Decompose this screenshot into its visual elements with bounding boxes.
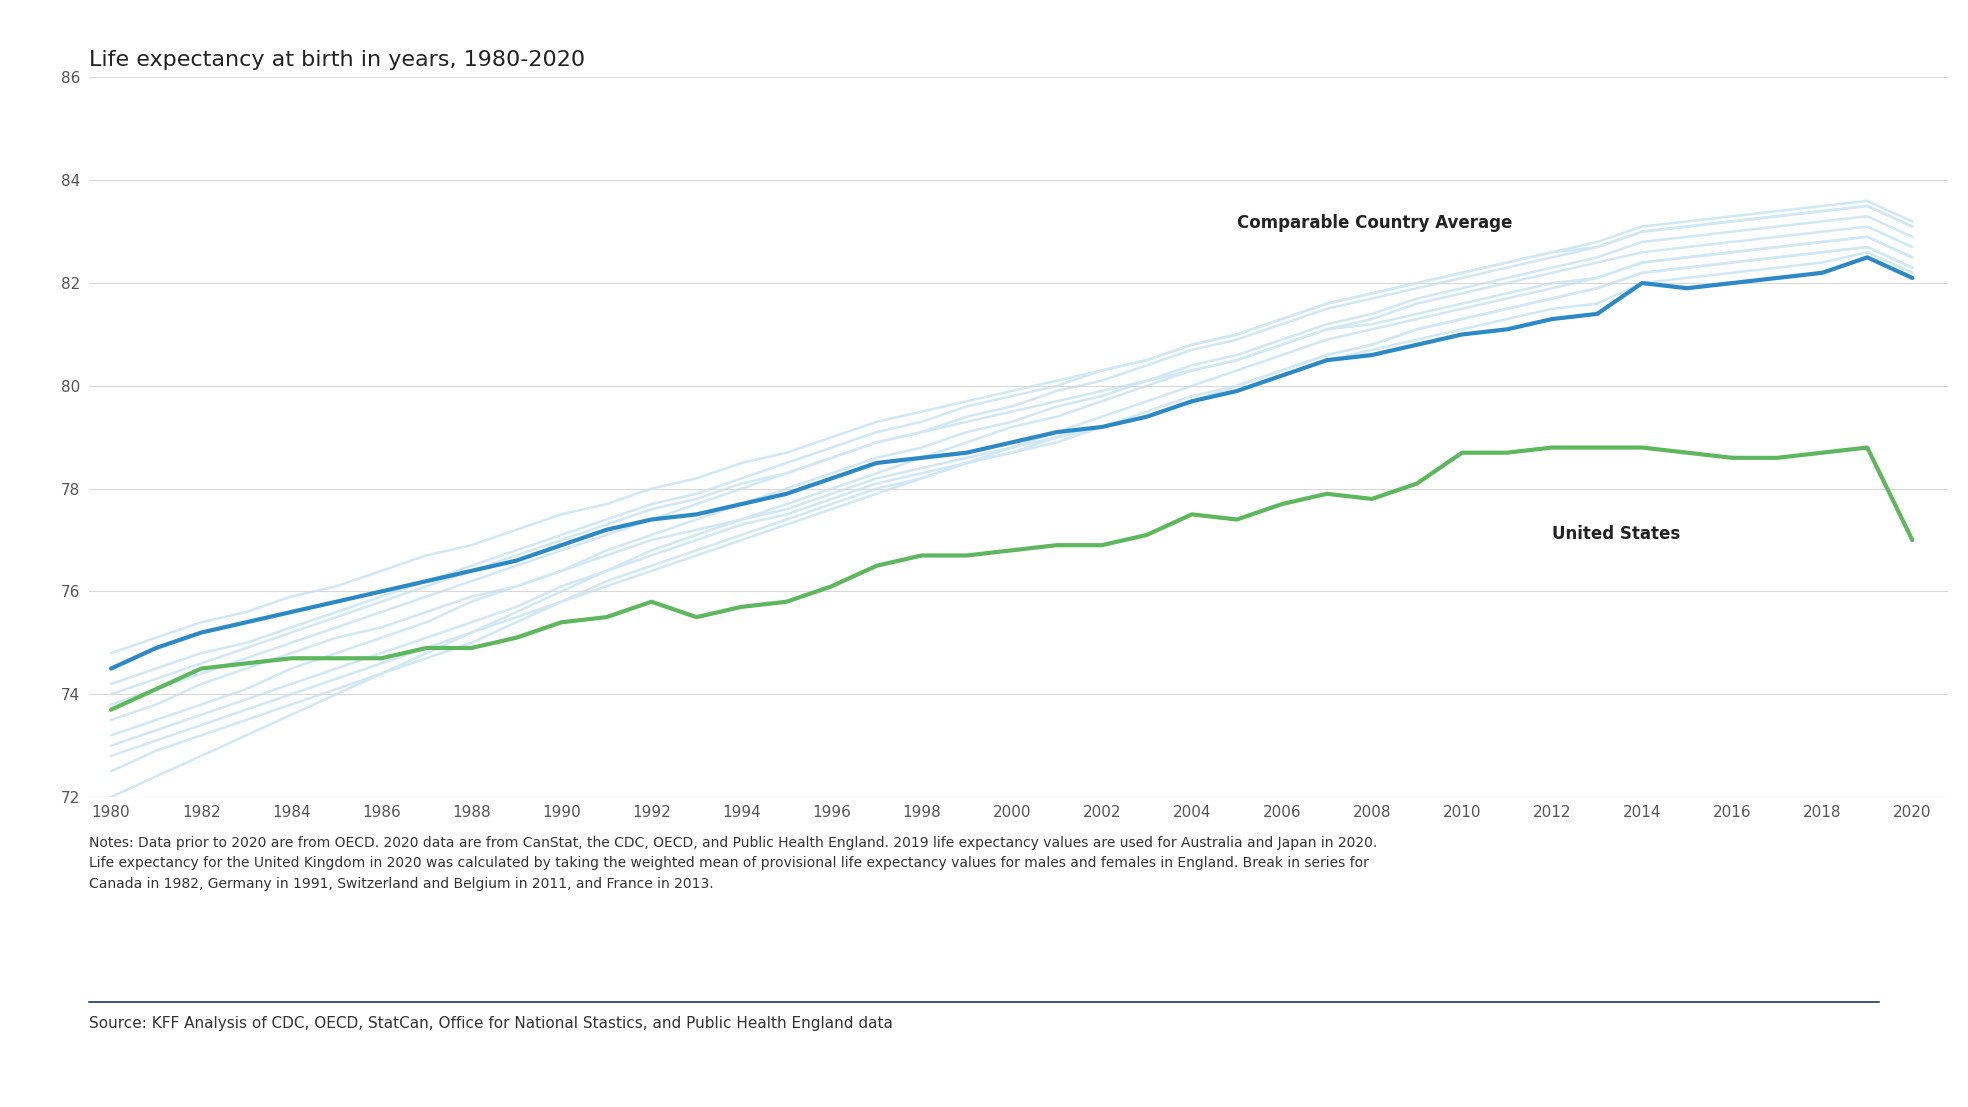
Text: Life expectancy at birth in years, 1980-2020: Life expectancy at birth in years, 1980-… (89, 50, 584, 70)
Text: United States: United States (1553, 525, 1681, 542)
Text: Source: KFF Analysis of CDC, OECD, StatCan, Office for National Stastics, and Pu: Source: KFF Analysis of CDC, OECD, StatC… (89, 1016, 892, 1032)
Text: Notes: Data prior to 2020 are from OECD. 2020 data are from CanStat, the CDC, OE: Notes: Data prior to 2020 are from OECD.… (89, 836, 1378, 891)
Text: Comparable Country Average: Comparable Country Average (1236, 214, 1511, 231)
